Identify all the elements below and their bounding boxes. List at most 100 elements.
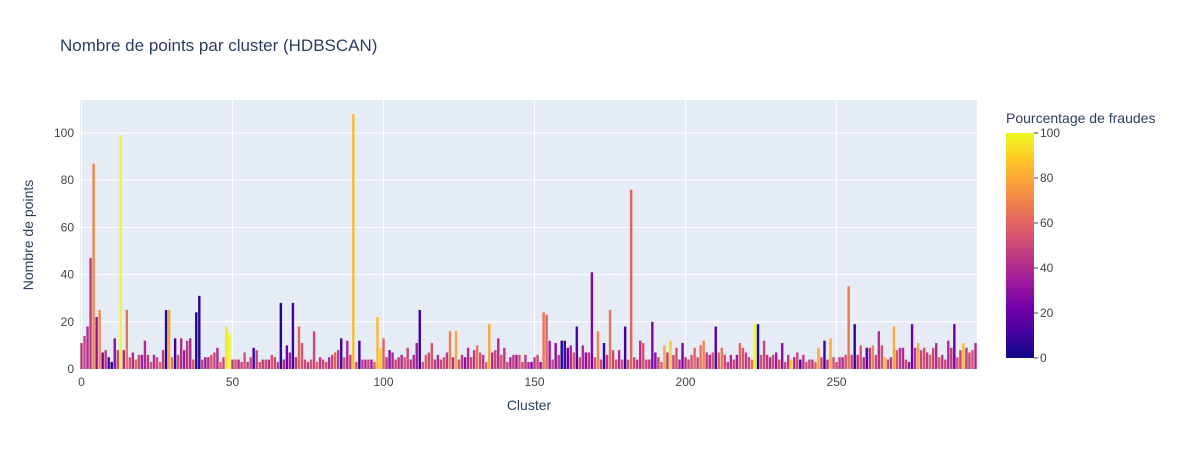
bar [614,359,618,369]
bar [358,340,361,369]
bar [765,354,769,369]
bar [231,359,234,369]
bar [645,359,648,369]
bar [675,347,678,369]
bar [424,354,428,369]
bar [784,361,787,369]
bar [913,347,917,369]
bar [626,359,630,369]
bar [158,361,162,369]
bar [663,345,666,369]
bar [125,310,129,369]
bar [672,354,675,369]
y-tick-label: 80 [61,173,75,187]
bar [720,347,724,369]
bar [753,324,757,369]
bar [454,331,458,369]
bar [536,354,539,369]
bar [747,357,751,369]
bar [506,361,509,369]
bar [687,359,690,369]
bar [841,357,844,369]
bar [98,310,101,369]
bar [850,354,853,369]
bar [941,354,944,369]
bar [808,359,811,369]
bar [201,359,204,369]
bar [648,359,651,369]
bar [554,343,557,369]
bar [355,361,358,369]
bar [252,347,255,369]
bar [959,350,962,369]
bar [240,361,243,369]
x-tick-label: 150 [525,375,545,389]
bar [146,354,150,369]
colorbar-title: Pourcentage de fraudes [1006,110,1155,126]
bar [527,361,530,369]
bar [642,343,645,369]
bar [497,338,500,369]
bar [953,324,956,369]
bar [315,361,319,369]
bar [303,359,307,369]
x-tick-label: 0 [78,375,85,389]
bar [524,354,527,369]
bar [611,350,615,369]
bar [391,352,394,369]
bar [373,361,376,369]
bar [623,326,627,369]
bar [86,326,89,369]
bar [330,354,334,369]
bar [935,343,938,369]
bar [343,357,346,369]
bar [494,350,497,369]
bar [397,357,400,369]
bar [708,354,711,369]
bar [777,359,781,369]
bar [388,350,391,369]
bar [246,361,249,369]
bar [352,114,355,369]
bar [137,354,141,369]
bar [723,354,727,369]
bar [898,347,902,369]
bar [862,357,865,369]
bar [563,340,566,369]
bar [817,347,820,369]
bar [584,352,588,369]
bar [107,357,110,369]
bar [412,354,415,369]
bar [324,361,328,369]
bar [306,361,310,369]
bar [681,343,684,369]
bar [110,361,113,369]
bar [922,347,926,369]
bar [660,361,663,369]
bar [814,361,817,369]
bar [195,312,198,369]
bar [962,343,965,369]
bar [608,310,612,369]
bar [400,354,403,369]
bar [192,359,195,369]
colorbar-tick-label: 80 [1040,171,1054,185]
bar [291,302,295,369]
bar [865,347,868,369]
bar [965,347,968,369]
bar [669,340,672,369]
bar [382,338,385,369]
bar [164,310,168,369]
x-tick-label: 250 [827,375,847,389]
bar [533,357,536,369]
bar [376,317,379,369]
bar [182,350,186,369]
bar [805,361,808,369]
bar [587,352,591,369]
bar [421,361,425,369]
plot-background [80,100,977,369]
bar [500,354,503,369]
bar [204,357,207,369]
bar [119,135,122,369]
bar [702,340,705,369]
